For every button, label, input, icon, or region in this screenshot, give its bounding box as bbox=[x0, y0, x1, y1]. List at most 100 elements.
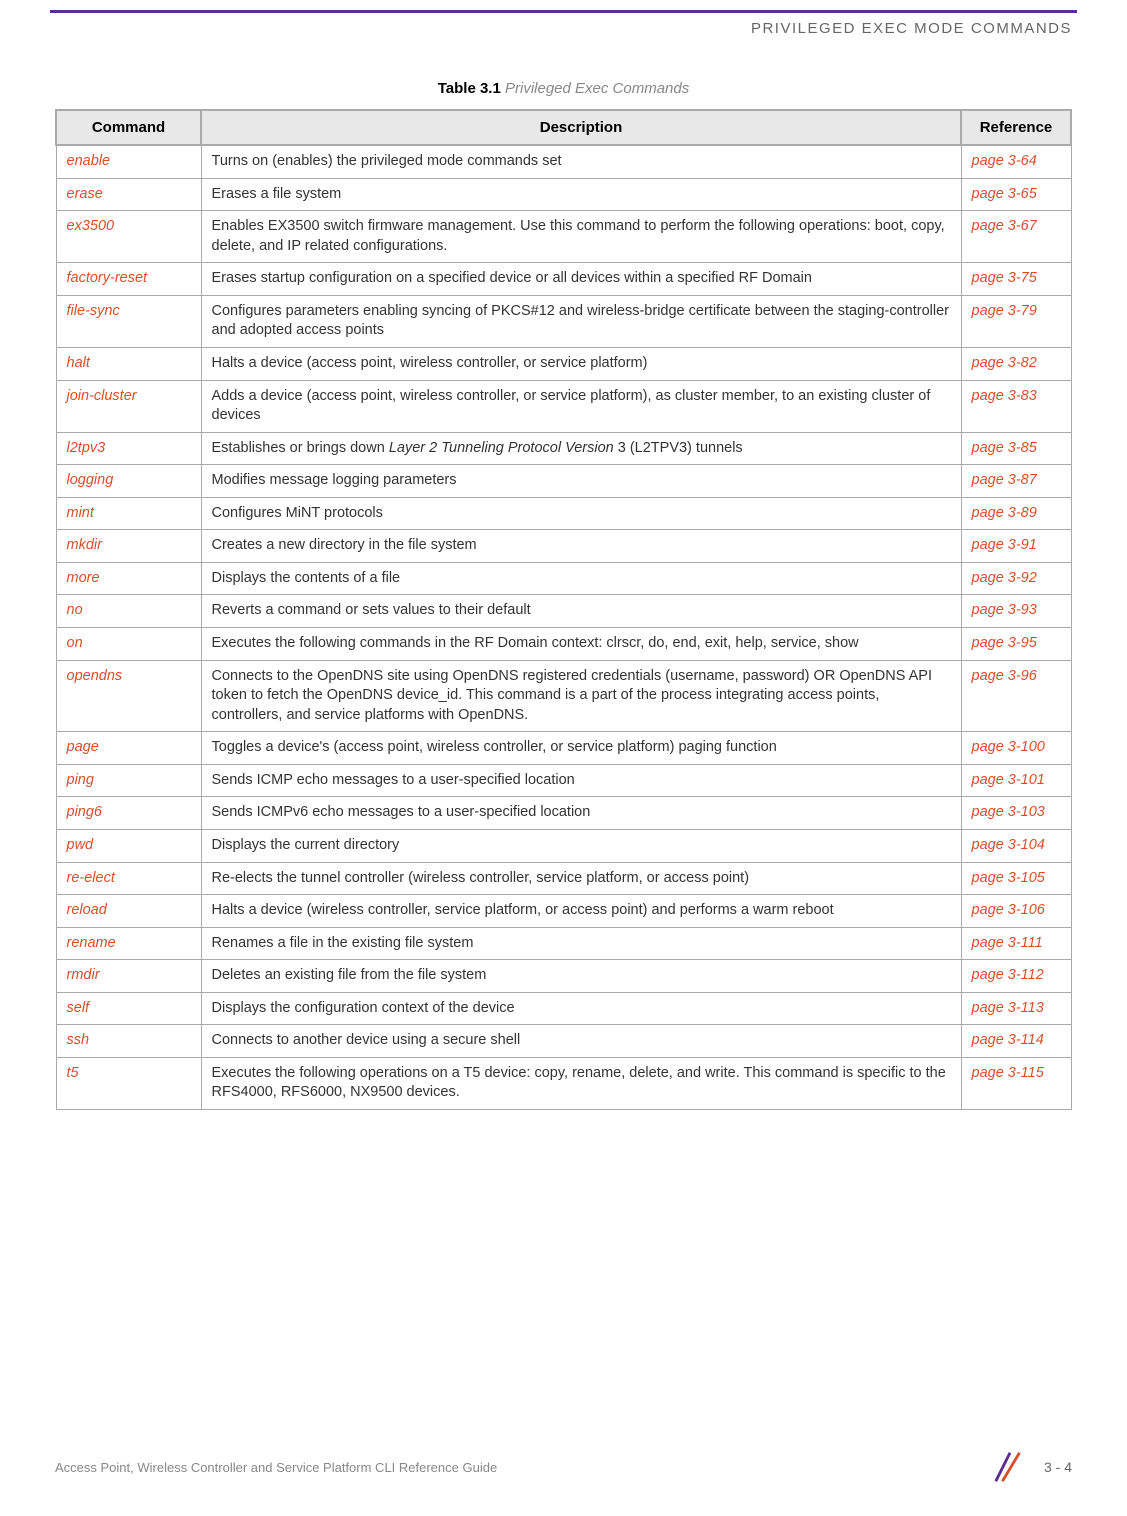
cmd-cell[interactable]: on bbox=[56, 628, 201, 661]
desc-cell: Sends ICMP echo messages to a user-speci… bbox=[201, 764, 961, 797]
table-header-row: Command Description Reference bbox=[56, 110, 1071, 145]
cmd-cell[interactable]: ex3500 bbox=[56, 211, 201, 263]
cmd-cell[interactable]: l2tpv3 bbox=[56, 432, 201, 465]
table-row: haltHalts a device (access point, wirele… bbox=[56, 347, 1071, 380]
table-row: loggingModifies message logging paramete… bbox=[56, 465, 1071, 498]
desc-cell: Halts a device (access point, wireless c… bbox=[201, 347, 961, 380]
table-caption: Table 3.1 Privileged Exec Commands bbox=[55, 80, 1072, 97]
ref-cell[interactable]: page 3-104 bbox=[961, 829, 1071, 862]
ref-cell[interactable]: page 3-100 bbox=[961, 732, 1071, 765]
ref-cell[interactable]: page 3-114 bbox=[961, 1025, 1071, 1058]
ref-cell[interactable]: page 3-85 bbox=[961, 432, 1071, 465]
cmd-cell[interactable]: ssh bbox=[56, 1025, 201, 1058]
ref-cell[interactable]: page 3-95 bbox=[961, 628, 1071, 661]
ref-cell[interactable]: page 3-106 bbox=[961, 895, 1071, 928]
cmd-cell[interactable]: halt bbox=[56, 347, 201, 380]
ref-cell[interactable]: page 3-93 bbox=[961, 595, 1071, 628]
cmd-cell[interactable]: mint bbox=[56, 497, 201, 530]
cmd-cell[interactable]: rename bbox=[56, 927, 201, 960]
ref-cell[interactable]: page 3-67 bbox=[961, 211, 1071, 263]
cmd-cell[interactable]: mkdir bbox=[56, 530, 201, 563]
ref-cell[interactable]: page 3-112 bbox=[961, 960, 1071, 993]
desc-cell: Toggles a device's (access point, wirele… bbox=[201, 732, 961, 765]
desc-cell: Enables EX3500 switch firmware managemen… bbox=[201, 211, 961, 263]
table-row: ping6Sends ICMPv6 echo messages to a use… bbox=[56, 797, 1071, 830]
desc-cell: Executes the following commands in the R… bbox=[201, 628, 961, 661]
cmd-cell[interactable]: ping bbox=[56, 764, 201, 797]
cmd-cell[interactable]: opendns bbox=[56, 660, 201, 732]
ref-cell[interactable]: page 3-115 bbox=[961, 1057, 1071, 1109]
table-row: l2tpv3Establishes or brings down Layer 2… bbox=[56, 432, 1071, 465]
ref-cell[interactable]: page 3-82 bbox=[961, 347, 1071, 380]
table-row: mintConfigures MiNT protocolspage 3-89 bbox=[56, 497, 1071, 530]
col-command: Command bbox=[56, 110, 201, 145]
cmd-cell[interactable]: re-elect bbox=[56, 862, 201, 895]
desc-cell: Sends ICMPv6 echo messages to a user-spe… bbox=[201, 797, 961, 830]
cmd-cell[interactable]: rmdir bbox=[56, 960, 201, 993]
cmd-cell[interactable]: ping6 bbox=[56, 797, 201, 830]
ref-cell[interactable]: page 3-83 bbox=[961, 380, 1071, 432]
desc-cell: Turns on (enables) the privileged mode c… bbox=[201, 145, 961, 178]
cmd-cell[interactable]: t5 bbox=[56, 1057, 201, 1109]
desc-cell: Connects to another device using a secur… bbox=[201, 1025, 961, 1058]
footer-right: 3 - 4 bbox=[991, 1448, 1072, 1486]
table-container: Table 3.1 Privileged Exec Commands Comma… bbox=[55, 80, 1072, 1110]
table-row: opendnsConnects to the OpenDNS site usin… bbox=[56, 660, 1071, 732]
col-description: Description bbox=[201, 110, 961, 145]
desc-cell: Erases a file system bbox=[201, 178, 961, 211]
cmd-cell[interactable]: pwd bbox=[56, 829, 201, 862]
desc-cell: Executes the following operations on a T… bbox=[201, 1057, 961, 1109]
cmd-cell[interactable]: erase bbox=[56, 178, 201, 211]
desc-cell: Configures MiNT protocols bbox=[201, 497, 961, 530]
desc-cell: Establishes or brings down Layer 2 Tunne… bbox=[201, 432, 961, 465]
cmd-cell[interactable]: reload bbox=[56, 895, 201, 928]
ref-cell[interactable]: page 3-103 bbox=[961, 797, 1071, 830]
ref-cell[interactable]: page 3-96 bbox=[961, 660, 1071, 732]
col-reference: Reference bbox=[961, 110, 1071, 145]
cmd-cell[interactable]: more bbox=[56, 562, 201, 595]
desc-cell: Displays the configuration context of th… bbox=[201, 992, 961, 1025]
ref-cell[interactable]: page 3-113 bbox=[961, 992, 1071, 1025]
cmd-cell[interactable]: factory-reset bbox=[56, 263, 201, 296]
desc-cell: Erases startup configuration on a specif… bbox=[201, 263, 961, 296]
footer-text: Access Point, Wireless Controller and Se… bbox=[55, 1460, 497, 1475]
ref-cell[interactable]: page 3-92 bbox=[961, 562, 1071, 595]
desc-cell: Reverts a command or sets values to thei… bbox=[201, 595, 961, 628]
footer-icon bbox=[991, 1448, 1029, 1486]
cmd-cell[interactable]: no bbox=[56, 595, 201, 628]
desc-cell: Renames a file in the existing file syst… bbox=[201, 927, 961, 960]
table-row: re-electRe-elects the tunnel controller … bbox=[56, 862, 1071, 895]
ref-cell[interactable]: page 3-79 bbox=[961, 295, 1071, 347]
ref-cell[interactable]: page 3-101 bbox=[961, 764, 1071, 797]
cmd-cell[interactable]: page bbox=[56, 732, 201, 765]
ref-cell[interactable]: page 3-89 bbox=[961, 497, 1071, 530]
table-row: ex3500Enables EX3500 switch firmware man… bbox=[56, 211, 1071, 263]
page-footer: Access Point, Wireless Controller and Se… bbox=[55, 1448, 1072, 1486]
table-row: join-clusterAdds a device (access point,… bbox=[56, 380, 1071, 432]
ref-cell[interactable]: page 3-91 bbox=[961, 530, 1071, 563]
cmd-cell[interactable]: join-cluster bbox=[56, 380, 201, 432]
cmd-cell[interactable]: enable bbox=[56, 145, 201, 178]
caption-title: Privileged Exec Commands bbox=[501, 80, 689, 97]
ref-cell[interactable]: page 3-75 bbox=[961, 263, 1071, 296]
ref-cell[interactable]: page 3-87 bbox=[961, 465, 1071, 498]
desc-cell: Displays the current directory bbox=[201, 829, 961, 862]
ref-cell[interactable]: page 3-65 bbox=[961, 178, 1071, 211]
table-row: noReverts a command or sets values to th… bbox=[56, 595, 1071, 628]
desc-cell: Creates a new directory in the file syst… bbox=[201, 530, 961, 563]
ref-cell[interactable]: page 3-105 bbox=[961, 862, 1071, 895]
cmd-cell[interactable]: self bbox=[56, 992, 201, 1025]
table-row: t5Executes the following operations on a… bbox=[56, 1057, 1071, 1109]
ref-cell[interactable]: page 3-111 bbox=[961, 927, 1071, 960]
table-row: onExecutes the following commands in the… bbox=[56, 628, 1071, 661]
table-row: rmdirDeletes an existing file from the f… bbox=[56, 960, 1071, 993]
desc-cell: Deletes an existing file from the file s… bbox=[201, 960, 961, 993]
ref-cell[interactable]: page 3-64 bbox=[961, 145, 1071, 178]
table-row: selfDisplays the configuration context o… bbox=[56, 992, 1071, 1025]
table-row: pingSends ICMP echo messages to a user-s… bbox=[56, 764, 1071, 797]
table-row: moreDisplays the contents of a filepage … bbox=[56, 562, 1071, 595]
cmd-cell[interactable]: logging bbox=[56, 465, 201, 498]
desc-cell: Adds a device (access point, wireless co… bbox=[201, 380, 961, 432]
cmd-cell[interactable]: file-sync bbox=[56, 295, 201, 347]
table-row: renameRenames a file in the existing fil… bbox=[56, 927, 1071, 960]
